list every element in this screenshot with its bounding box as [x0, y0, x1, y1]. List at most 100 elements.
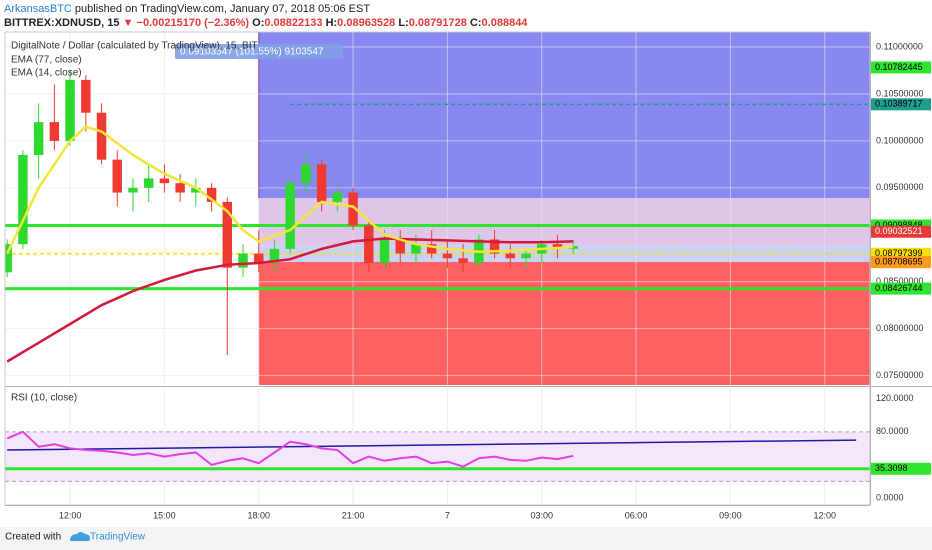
candle-body [33, 122, 44, 155]
candle-body [489, 239, 500, 254]
candle-body [18, 154, 28, 245]
logo [70, 532, 90, 541]
candle-body [96, 112, 107, 160]
candle-body [191, 187, 201, 193]
candle-body [269, 248, 280, 263]
candle-body [316, 164, 327, 202]
header-line-1: ArkansasBTC published on TradingView.com… [4, 2, 527, 16]
ohlc-o: O: [252, 17, 265, 29]
position-zone [258, 262, 870, 385]
y-tick-label: 0.07500000 [876, 370, 924, 380]
candle-body [206, 187, 217, 202]
y-tick-label: 0.09500000 [876, 182, 924, 192]
level-label: 0.09032521 [875, 226, 923, 236]
level-label-bg [871, 256, 931, 269]
y-tick-label: 0.08500000 [876, 276, 924, 286]
candle-body [411, 244, 421, 254]
x-tick-label: 09:00 [719, 510, 742, 520]
level-label: 0.09098848 [875, 220, 923, 230]
candle-body [128, 187, 138, 193]
main-pane [5, 32, 870, 385]
position-zone [258, 198, 870, 246]
candle-body [254, 253, 264, 263]
candle-body [5, 244, 12, 273]
x-tick-label: 15:00 [153, 510, 176, 520]
rsi-band [5, 431, 870, 482]
level-label: 0.08708695 [875, 257, 923, 267]
legend-entry: EMA (77, close) [11, 55, 82, 66]
x-tick-label: 06:00 [625, 510, 648, 520]
header-line-2: BITTREX:XDNUSD, 15 ▼ −0.00215170 (−2.36%… [4, 16, 527, 30]
level-label: 0.10389717 [875, 99, 923, 109]
level-label: 35.3098 [875, 463, 908, 473]
ema-line [6, 125, 574, 255]
footer-brand[interactable]: TradingView [90, 532, 146, 543]
symbol: BITTREX:XDNUSD, 15 [4, 17, 120, 29]
y-tick-label: 0.08000000 [876, 323, 924, 333]
legend-entry: EMA (14, close) [11, 68, 82, 79]
x-tick-label: 18:00 [247, 510, 270, 520]
candle-body [348, 192, 358, 226]
ohlc-c: C: [469, 17, 482, 29]
candle-body [49, 122, 60, 141]
candle-body [379, 239, 390, 263]
y-tick-label: 0.10000000 [876, 135, 924, 145]
footer-bg [0, 527, 932, 550]
candle-body [442, 253, 453, 259]
x-tick-label: 21:00 [342, 510, 365, 520]
author[interactable]: ArkansasBTC [4, 3, 72, 15]
ohlc-value: 0.08791728 [408, 17, 467, 29]
level-label-bg [871, 282, 931, 295]
y-tick-label: 0.11000000 [876, 41, 923, 51]
level-label: 0.08797399 [875, 248, 923, 258]
level-label: 0.08426744 [875, 283, 923, 293]
tooltip-box [175, 44, 343, 59]
level-label-bg [871, 225, 931, 238]
x-tick-label: 12:00 [813, 510, 836, 520]
position-zone [258, 32, 870, 199]
candle-body [395, 239, 405, 254]
level-label: 0.10782445 [875, 62, 923, 72]
candle-body [458, 258, 468, 263]
candle-body [505, 253, 516, 259]
candle-body [426, 244, 437, 254]
y-tick-label: 80.0000 [876, 426, 909, 436]
candle-body [521, 253, 531, 259]
trendline [7, 439, 857, 451]
rsi-title: RSI (10, close) [11, 393, 77, 404]
candle-body [552, 244, 563, 249]
y-tick-label: 120.0000 [876, 393, 914, 403]
rsi-line [6, 430, 574, 468]
header: ArkansasBTC published on TradingView.com… [4, 2, 527, 30]
candle-body [159, 178, 170, 184]
level-label-bg [871, 462, 931, 475]
x-tick-label: 7 [445, 510, 450, 520]
level-label-bg [871, 98, 931, 111]
candle-body [65, 79, 75, 141]
rsi-pane [5, 388, 870, 505]
y-tick-label: 0.10500000 [876, 88, 924, 98]
y-tick-label: 0.0000 [876, 492, 904, 502]
ohlc-h: H: [325, 17, 338, 29]
x-tick-label: 12:00 [59, 510, 82, 520]
published: published on TradingView.com, January 07… [74, 3, 371, 15]
overlay: 0.09103547 (101.55%) 9103547 DigitalNote… [0, 31, 932, 550]
candle-body [143, 178, 154, 188]
candle-body [222, 201, 233, 268]
candle-body [112, 159, 122, 193]
candle-body [175, 183, 185, 193]
level-label-bg [871, 61, 931, 74]
ohlc-l: L: [398, 17, 409, 29]
ohlc-value: 0.08822133 [264, 17, 323, 29]
change: ▼ −0.00215170 (−2.36%) [122, 17, 250, 29]
candle-body [238, 253, 248, 268]
candle-body [332, 192, 343, 202]
ohlc-value: 0.08963528 [337, 17, 396, 29]
ohlc-value: 0.088844 [481, 17, 528, 29]
candle-body [285, 183, 295, 249]
candle-body [301, 164, 311, 184]
symbol-legend: DigitalNote / Dollar (calculated by Trad… [11, 41, 258, 52]
x-tick-label: 03:00 [530, 510, 553, 520]
